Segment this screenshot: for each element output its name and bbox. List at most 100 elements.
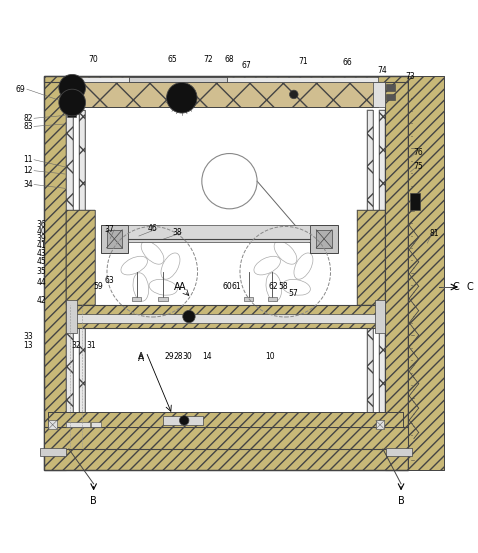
Text: 58: 58 bbox=[279, 283, 288, 291]
Text: 69: 69 bbox=[16, 85, 26, 93]
Text: 43: 43 bbox=[36, 249, 46, 258]
Bar bbox=[48, 413, 403, 426]
Bar bbox=[244, 296, 253, 301]
Bar bbox=[129, 225, 311, 242]
Text: A: A bbox=[178, 282, 185, 292]
Text: 11: 11 bbox=[23, 155, 33, 164]
Text: 74: 74 bbox=[377, 66, 387, 75]
Bar bbox=[130, 77, 227, 82]
Text: 39: 39 bbox=[36, 234, 46, 243]
Text: 75: 75 bbox=[413, 163, 423, 171]
Bar bbox=[43, 76, 408, 82]
Circle shape bbox=[290, 90, 298, 99]
Text: 71: 71 bbox=[299, 56, 308, 66]
Bar bbox=[386, 447, 412, 456]
Circle shape bbox=[179, 416, 189, 425]
Text: 44: 44 bbox=[36, 278, 46, 286]
Text: 37: 37 bbox=[105, 225, 114, 234]
Bar bbox=[43, 447, 408, 469]
Text: 10: 10 bbox=[265, 352, 275, 361]
Bar bbox=[357, 210, 385, 305]
Text: 59: 59 bbox=[94, 283, 103, 291]
Bar bbox=[66, 82, 378, 107]
Bar bbox=[48, 420, 57, 429]
Bar bbox=[66, 300, 77, 333]
Bar bbox=[408, 76, 444, 469]
Bar bbox=[67, 305, 384, 328]
Bar bbox=[386, 85, 395, 91]
Circle shape bbox=[166, 82, 197, 113]
Text: 73: 73 bbox=[406, 72, 415, 81]
Bar bbox=[48, 413, 403, 426]
Bar bbox=[66, 210, 95, 305]
Text: 33: 33 bbox=[23, 332, 33, 341]
Bar bbox=[43, 76, 66, 469]
Text: 45: 45 bbox=[36, 257, 46, 266]
Text: 83: 83 bbox=[23, 122, 33, 131]
Bar bbox=[79, 109, 85, 447]
Text: 38: 38 bbox=[172, 228, 182, 237]
Text: 61: 61 bbox=[232, 283, 241, 291]
Text: 46: 46 bbox=[147, 225, 157, 233]
Text: 42: 42 bbox=[36, 296, 46, 305]
Bar bbox=[66, 77, 378, 82]
Text: 82: 82 bbox=[23, 114, 33, 123]
Text: 40: 40 bbox=[36, 227, 46, 236]
Text: 72: 72 bbox=[203, 55, 213, 64]
Text: C: C bbox=[467, 282, 474, 292]
Text: 60: 60 bbox=[222, 283, 232, 291]
Bar bbox=[158, 296, 167, 301]
Text: B: B bbox=[398, 495, 404, 505]
Bar bbox=[367, 109, 373, 447]
Text: 41: 41 bbox=[36, 241, 46, 250]
Bar bbox=[375, 300, 385, 333]
Text: 12: 12 bbox=[23, 166, 33, 175]
Bar bbox=[66, 109, 73, 447]
Bar bbox=[268, 296, 277, 301]
Text: 76: 76 bbox=[413, 148, 423, 157]
Text: 65: 65 bbox=[167, 55, 177, 64]
Bar bbox=[408, 76, 444, 469]
Bar bbox=[66, 422, 90, 426]
Bar bbox=[43, 426, 408, 449]
Text: 68: 68 bbox=[225, 55, 234, 64]
Text: B: B bbox=[90, 495, 97, 505]
Text: 13: 13 bbox=[23, 341, 33, 350]
Bar bbox=[66, 109, 73, 447]
Bar bbox=[101, 225, 129, 253]
Bar bbox=[316, 230, 332, 248]
Text: 81: 81 bbox=[430, 229, 439, 238]
Bar bbox=[79, 109, 85, 447]
Bar bbox=[43, 76, 408, 82]
Text: 35: 35 bbox=[36, 267, 46, 276]
Bar bbox=[40, 447, 66, 456]
Text: C: C bbox=[453, 282, 459, 292]
Bar bbox=[386, 94, 395, 100]
Bar bbox=[67, 305, 384, 328]
Bar bbox=[311, 225, 338, 253]
Text: A: A bbox=[138, 354, 144, 363]
Text: 34: 34 bbox=[23, 180, 33, 189]
Text: A: A bbox=[174, 282, 180, 292]
Text: 66: 66 bbox=[343, 58, 353, 66]
Bar bbox=[91, 422, 101, 426]
Bar bbox=[357, 210, 385, 305]
Bar bbox=[163, 416, 203, 425]
Text: 63: 63 bbox=[105, 276, 114, 285]
Bar bbox=[373, 82, 385, 107]
Bar bbox=[385, 76, 408, 469]
Bar bbox=[379, 109, 385, 447]
Bar bbox=[43, 76, 66, 469]
Bar bbox=[385, 76, 408, 469]
Bar bbox=[66, 82, 378, 107]
Text: A: A bbox=[138, 352, 144, 361]
Text: 14: 14 bbox=[202, 352, 211, 361]
Text: 70: 70 bbox=[89, 55, 98, 64]
Bar bbox=[410, 193, 420, 210]
Bar bbox=[107, 230, 122, 248]
Text: 67: 67 bbox=[241, 61, 251, 70]
Bar bbox=[67, 108, 76, 117]
Text: 28: 28 bbox=[173, 352, 183, 361]
Bar bbox=[43, 426, 408, 449]
Bar bbox=[66, 210, 95, 305]
